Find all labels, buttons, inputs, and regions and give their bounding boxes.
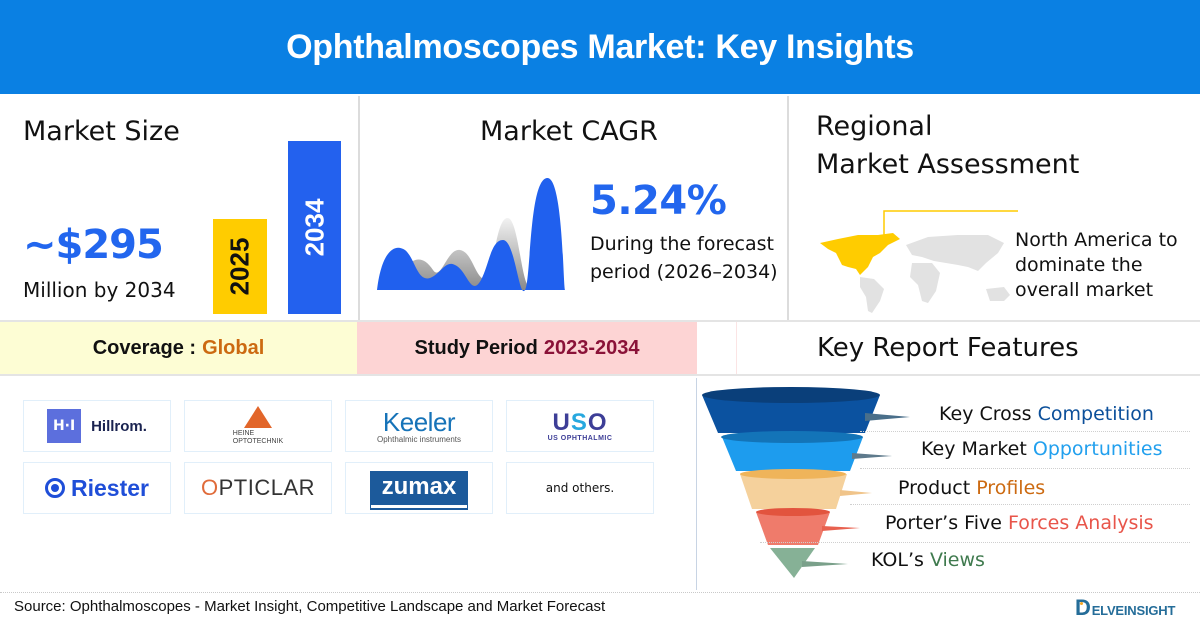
brand-d-icon: D — [1075, 595, 1091, 620]
logo-heine: HEINE OPTOTECHNIK — [184, 400, 332, 452]
regional-text-line: dominate the — [1015, 254, 1143, 276]
uso-mark-letter: S — [570, 408, 588, 436]
delveinsight-logo: D ELVEINSIGHT — [1075, 595, 1176, 620]
feature-accent: Forces Analysis — [1007, 512, 1154, 534]
company-tagline: Ophthalmic instruments — [376, 434, 462, 444]
company-name: US OPHTHALMIC — [547, 434, 613, 442]
company-name: Keeler — [382, 406, 456, 437]
logo-keeler: Keeler Ophthalmic instruments — [345, 400, 493, 452]
feature-kol-views: KOL’s Views — [871, 549, 985, 571]
company-name: Hillrom — [91, 417, 143, 435]
feature-product-profiles: Product Profiles — [898, 477, 1045, 499]
riester-circle-icon — [45, 478, 65, 498]
regional-text: North America to dominate the overall ma… — [1015, 228, 1178, 303]
feature-divider — [860, 431, 1190, 432]
market-size-value: ~$295 — [23, 222, 164, 268]
logo-riester: Riester — [23, 462, 171, 514]
regional-title: Regional Market Assessment — [816, 108, 1079, 184]
opticlar-ring-icon: O — [200, 475, 219, 500]
logo-zumax: zumax — [345, 462, 493, 514]
uso-mark: USO — [552, 408, 608, 436]
feature-key-market-opportunities: Key Market Opportunities — [921, 438, 1163, 460]
coverage-value: Global — [202, 336, 265, 359]
keeler-logo: Keeler Ophthalmic instruments — [377, 409, 461, 444]
company-name: zumax — [369, 471, 469, 505]
title-banner: Ophthalmoscopes Market: Key Insights — [0, 0, 1200, 94]
company-name: Riester — [71, 474, 149, 501]
feature-prefix: KOL’s — [871, 549, 924, 571]
key-report-features-title: Key Report Features — [736, 322, 1200, 374]
bar-2025: 2025 — [213, 219, 267, 314]
feature-prefix: Key Cross — [939, 403, 1032, 425]
world-map-icon — [820, 210, 1018, 313]
feature-divider — [850, 504, 1190, 505]
funnel-icon — [702, 387, 910, 578]
market-size-title: Market Size — [23, 116, 180, 147]
logo-opticlar: OPTICLAR — [184, 462, 332, 514]
coverage-label: Coverage : — [92, 336, 197, 359]
feature-prefix: Product — [898, 477, 971, 499]
divider — [787, 96, 789, 320]
bar-label: 2034 — [299, 198, 329, 257]
logo-us-ophthalmic: USO US OPHTHALMIC — [506, 400, 654, 452]
market-cagr-title: Market CAGR — [480, 116, 658, 147]
heine-logo: HEINE OPTOTECHNIK — [233, 406, 283, 446]
feature-accent: Profiles — [976, 477, 1046, 499]
study-period-value: 2023-2034 — [543, 336, 640, 359]
company-name: PTICLAR — [218, 475, 316, 500]
feature-accent: Competition — [1037, 403, 1154, 425]
cagr-subtitle-line: During the forecast — [590, 233, 774, 255]
study-period-label: Study Period — [414, 336, 538, 359]
and-others-text: and others. — [545, 481, 615, 495]
regional-text-line: North America to — [1015, 229, 1178, 251]
cagr-value: 5.24% — [590, 178, 727, 224]
bar-2034: 2034 — [288, 141, 341, 314]
opticlar-logo: OPTICLAR — [201, 475, 315, 501]
uso-mark-letter: O — [587, 408, 608, 436]
study-period-strip: Study Period 2023-2034 — [357, 322, 697, 374]
feature-accent: Views — [929, 549, 985, 571]
uso-mark-letter: U — [552, 408, 571, 436]
feature-divider — [760, 542, 1190, 543]
feature-porters-five-forces: Porter’s Five Forces Analysis — [885, 512, 1154, 534]
regional-title-line: Market Assessment — [816, 149, 1080, 180]
cagr-subtitle-line: period (2026–2034) — [590, 261, 778, 283]
feature-key-cross-competition: Key Cross Competition — [939, 403, 1154, 425]
page-title: Ophthalmoscopes Market: Key Insights — [286, 27, 914, 66]
divider — [696, 378, 697, 590]
company-name-line: OPTOTECHNIK — [232, 438, 284, 445]
heine-triangle-icon — [244, 406, 272, 428]
company-name: HEINE OPTOTECHNIK — [233, 430, 283, 446]
coverage-strip: Coverage : Global — [0, 322, 357, 374]
market-size-subtitle: Million by 2034 — [23, 278, 176, 302]
regional-text-line: overall market — [1015, 279, 1154, 301]
riester-logo: Riester — [45, 475, 149, 502]
logo-others: and others. — [506, 462, 654, 514]
wave-area-chart-icon — [377, 177, 565, 292]
feature-divider — [860, 468, 1190, 469]
feature-accent: Opportunities — [1032, 438, 1163, 460]
brand-name: ELVEINSIGHT — [1091, 603, 1176, 618]
divider — [0, 320, 1200, 322]
source-text: Source: Ophthalmoscopes - Market Insight… — [14, 598, 606, 615]
company-name-suffix: . — [142, 417, 147, 435]
bar-label: 2025 — [224, 237, 255, 296]
regional-title-line: Regional — [816, 111, 933, 142]
feature-prefix: Key Market — [921, 438, 1027, 460]
divider — [358, 96, 360, 320]
uso-logo: USO US OPHTHALMIC — [547, 408, 613, 442]
footer-divider — [0, 592, 1200, 593]
cagr-subtitle: During the forecast period (2026–2034) — [590, 230, 778, 286]
feature-prefix: Porter’s Five — [885, 512, 1002, 534]
divider — [0, 374, 1200, 376]
hillrom-icon: H·I — [47, 409, 82, 443]
company-name-line: HEINE — [232, 430, 255, 437]
logo-hillrom: H·I Hillrom. — [23, 400, 171, 452]
